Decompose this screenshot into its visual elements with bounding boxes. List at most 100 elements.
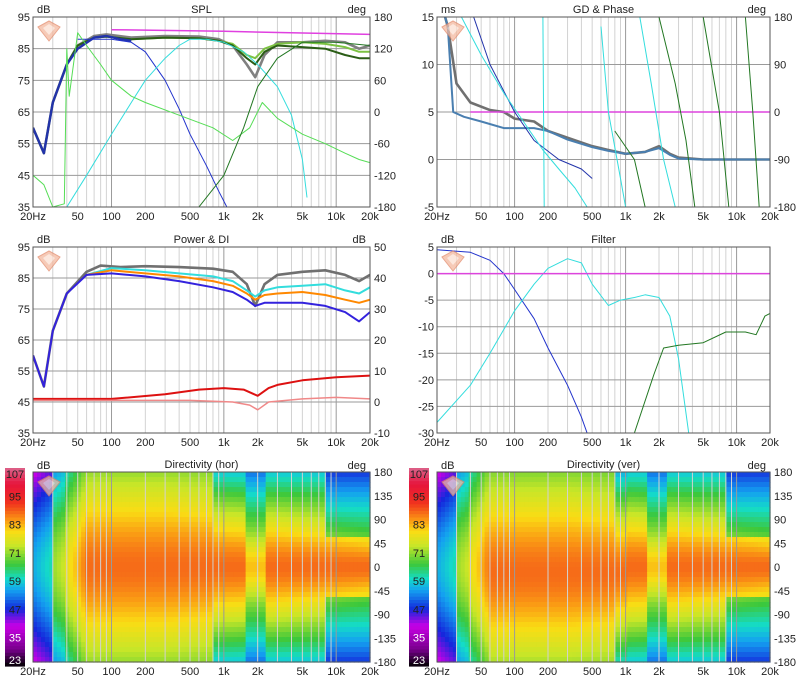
heatmap-cell [461,582,466,588]
heatmap-cell [117,592,122,598]
heatmap-cell [354,582,359,588]
heatmap-cell [354,547,359,553]
heatmap-cell [552,622,557,628]
heatmap-cell [238,482,243,488]
heatmap-cell [528,497,533,503]
heatmap-cell [133,492,138,498]
heatmap-cell [556,562,561,568]
heatmap-cell [576,652,581,658]
heatmap-cell [246,487,251,493]
heatmap-cell [548,547,553,553]
heatmap-cell [540,542,545,548]
heatmap-cell [469,642,474,648]
heatmap-cell [520,532,525,538]
heatmap-cell [326,497,331,503]
heatmap-cell [69,522,74,528]
heatmap-cell [85,512,90,518]
heatmap-cell [125,617,130,623]
heatmap-cell [169,617,174,623]
heatmap-cell [278,532,283,538]
heatmap-cell [306,502,311,508]
heatmap-cell [125,587,130,593]
heatmap-cell [238,492,243,498]
heatmap-cell [81,617,86,623]
heatmap-cell [145,642,150,648]
heatmap-cell [197,607,202,613]
heatmap-cell [469,647,474,653]
heatmap-cell [326,507,331,513]
heatmap-cell [314,562,319,568]
heatmap-cell [532,507,537,513]
y-tick-label-left: 10 [422,60,434,72]
heatmap-cell [560,602,565,608]
heatmap-cell [214,642,219,648]
heatmap-cell [441,517,446,523]
heatmap-cell [516,567,521,573]
heatmap-cell [61,622,66,628]
heatmap-cell [177,582,182,588]
heatmap-cell [133,562,138,568]
heatmap-cell [528,532,533,538]
heatmap-cell [57,612,62,618]
heatmap-cell [489,627,494,633]
heatmap-cell [473,472,478,478]
heatmap-cell [350,547,355,553]
heatmap-cell [246,617,251,623]
heatmap-cell [286,597,291,603]
heatmap-cell [61,507,66,513]
heatmap-cell [536,632,541,638]
heatmap-cell [45,527,50,533]
heatmap-cell [310,572,315,578]
heatmap-cell [165,607,170,613]
heatmap-cell [556,542,561,548]
heatmap-cell [354,632,359,638]
heatmap-cell [145,577,150,583]
heatmap-cell [524,542,529,548]
heatmap-cell [465,612,470,618]
heatmap-cell [556,547,561,553]
heatmap-cell [165,472,170,478]
heatmap-cell [516,482,521,488]
heatmap-cell [226,522,231,528]
heatmap-cell [362,487,367,493]
heatmap-cell [489,592,494,598]
heatmap-cell [286,552,291,558]
heatmap-cell [536,577,541,583]
heatmap-cell [266,647,271,653]
heatmap-cell [61,642,66,648]
heatmap-cell [246,607,251,613]
heatmap-cell [165,597,170,603]
heatmap-cell [473,542,478,548]
heatmap-cell [346,537,351,543]
heatmap-cell [485,597,490,603]
heatmap-cell [489,632,494,638]
heatmap-cell [37,492,42,498]
heatmap-cell [306,632,311,638]
heatmap-cell [177,562,182,568]
heatmap-cell [262,592,267,598]
heatmap-cell [181,587,186,593]
y-tick-label-left: 65 [18,335,30,347]
heatmap-cell [121,472,126,478]
heatmap-cell [113,532,118,538]
heatmap-cell [457,647,462,653]
heatmap-cell [532,472,537,478]
heatmap-cell [520,622,525,628]
heatmap-cell [181,547,186,553]
heatmap-cell [489,652,494,658]
heatmap-cell [137,572,142,578]
heatmap-cell [214,482,219,488]
heatmap-cell [230,522,235,528]
heatmap-cell [181,472,186,478]
heatmap-cell [117,512,122,518]
x-tick-label: 1k [218,666,230,678]
heatmap-cell [437,612,442,618]
heatmap-cell [524,617,529,623]
heatmap-cell [282,527,287,533]
heatmap-cell [282,507,287,513]
heatmap-cell [246,572,251,578]
heatmap-cell [157,607,162,613]
heatmap-cell [445,577,450,583]
heatmap-cell [226,507,231,513]
heatmap-cell [169,537,174,543]
